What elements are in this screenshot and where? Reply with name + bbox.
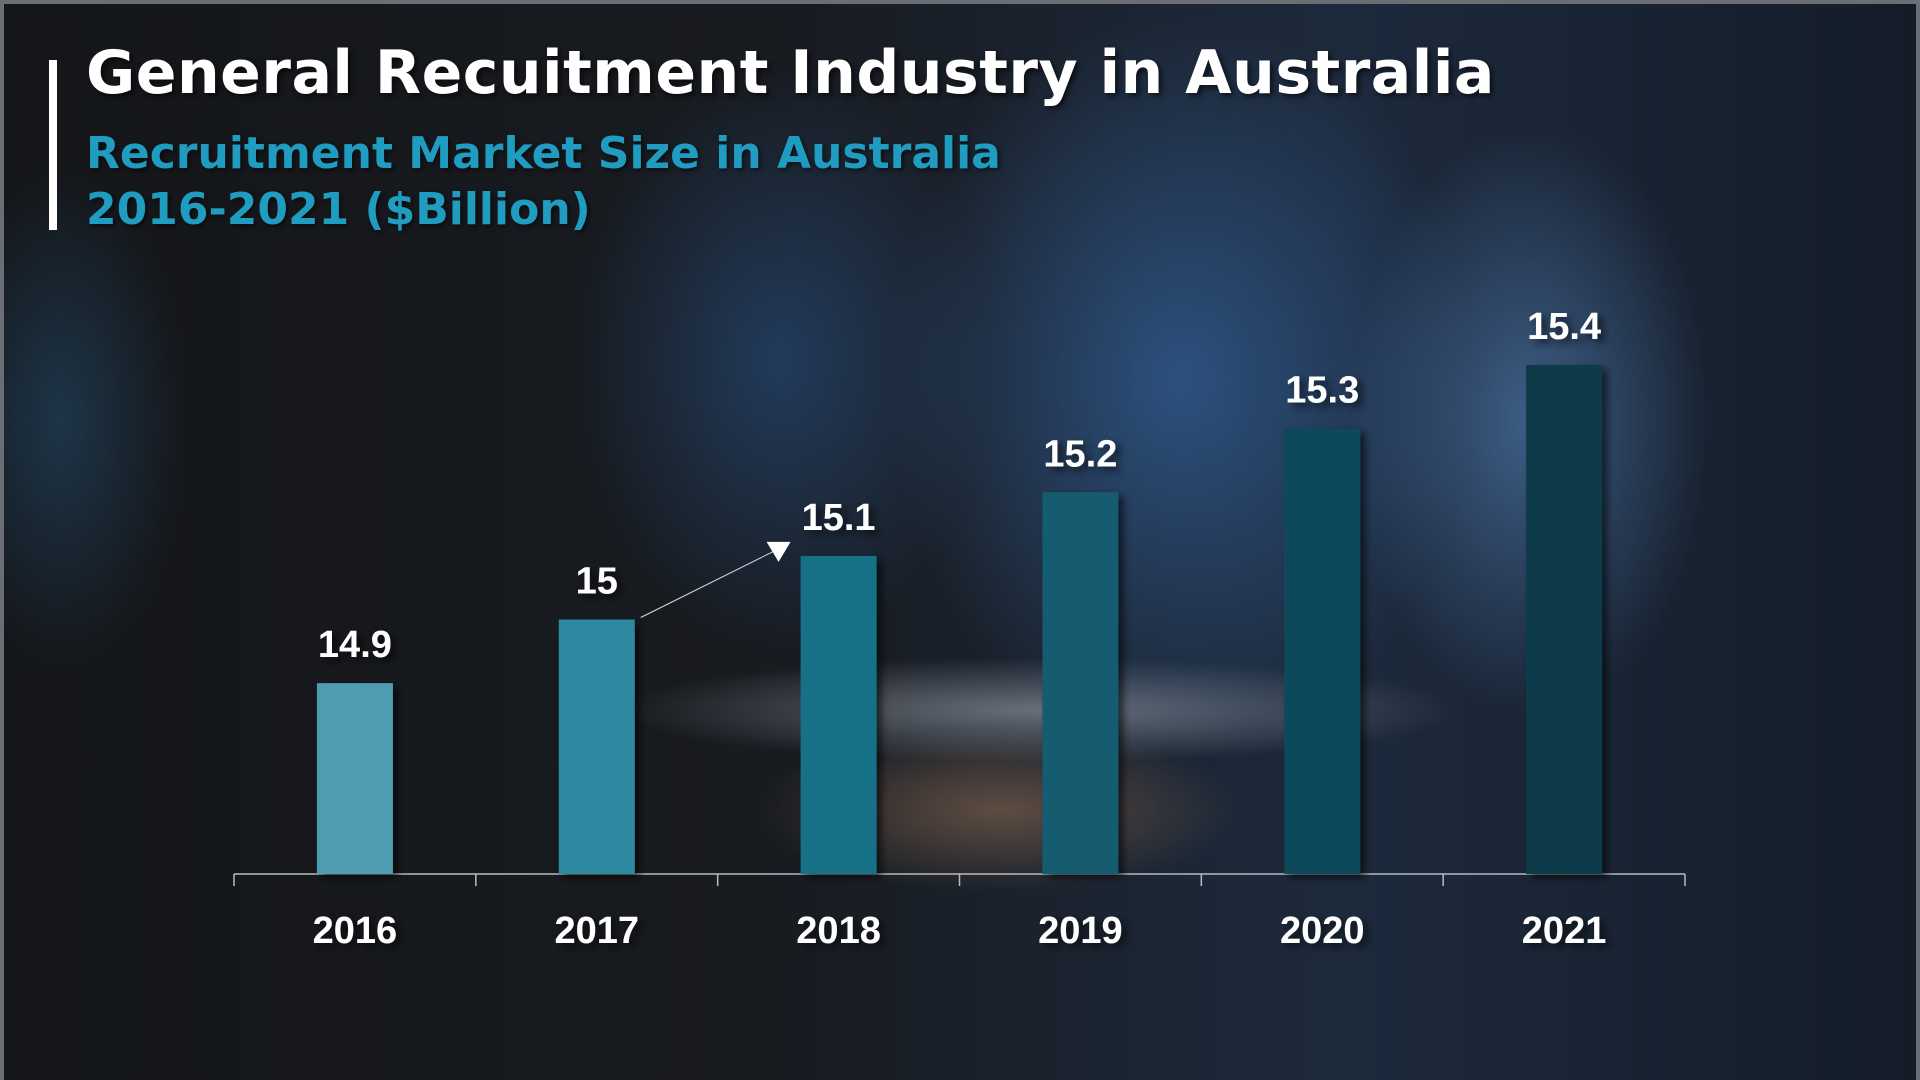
title-accent-bar: [49, 60, 57, 230]
data-label: 15.4: [1527, 306, 1601, 348]
data-label: 15.1: [802, 497, 876, 539]
x-tick-label: 2019: [1038, 910, 1123, 952]
data-label: 14.9: [318, 624, 392, 666]
subtitle-line1: Recruitment Market Size in Australia: [86, 128, 1001, 179]
x-tick-label: 2017: [554, 910, 639, 952]
bar-2017: [558, 619, 635, 874]
bar-2019: [1042, 492, 1119, 874]
data-label: 15.3: [1285, 370, 1359, 412]
x-tick-label: 2020: [1280, 910, 1365, 952]
subtitle-line2: 2016-2021 ($Billion): [86, 184, 591, 235]
page-title: General Recuitment Industry in Australia: [86, 38, 1495, 108]
x-tick-label: 2021: [1522, 910, 1607, 952]
x-tick-label: 2018: [796, 910, 881, 952]
data-label: 15.2: [1043, 433, 1117, 475]
x-tick-label: 2016: [313, 910, 398, 952]
trend-arrow-line: [640, 547, 781, 618]
bar-2018: [800, 555, 877, 874]
data-label: 15: [576, 561, 618, 603]
bar-2016: [316, 683, 393, 874]
bar-2020: [1284, 428, 1361, 874]
bar-2021: [1526, 365, 1603, 874]
trend-arrow-head-icon: [766, 541, 791, 562]
